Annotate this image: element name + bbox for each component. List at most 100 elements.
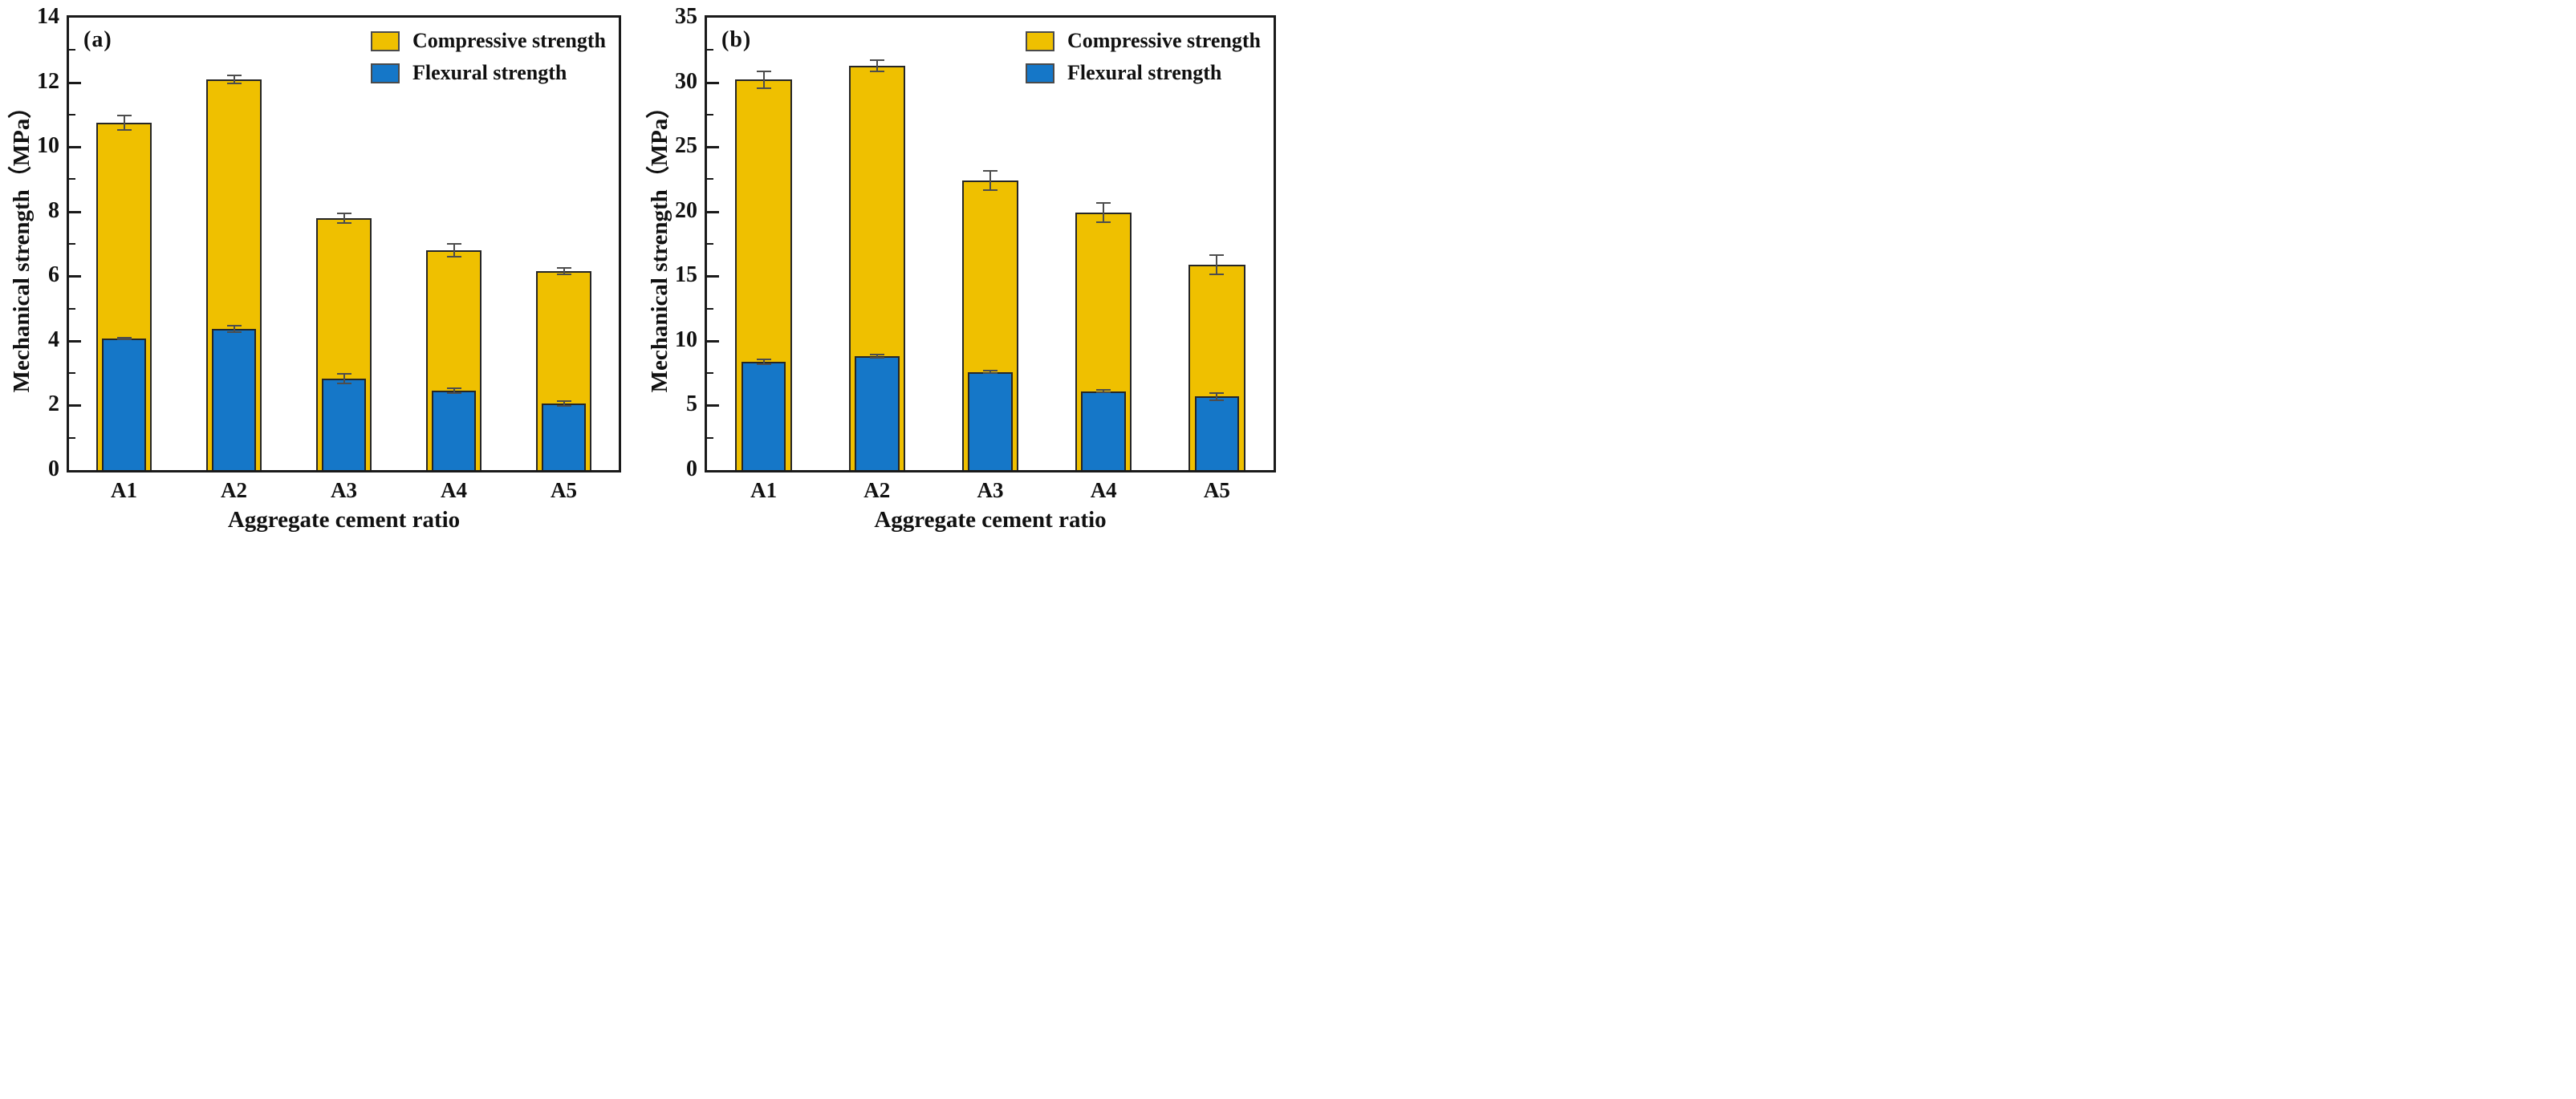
error-bar-cap [336,212,351,214]
error-bar-flexural-a1 [116,337,132,341]
error-bar-flexural-a4 [1096,389,1111,394]
error-bar-line [1103,202,1105,224]
y-tick-label: 0 [48,456,59,481]
error-bar-cap [446,392,461,395]
error-bar-cap [226,82,242,84]
error-bar-line [343,212,345,225]
error-bar-line [1216,253,1218,275]
error-bar-line [563,267,565,276]
bar-flexural-a5 [542,404,586,470]
error-bar-cap [336,222,351,225]
error-bar-cap [1209,273,1225,275]
x-axis-title-a: Aggregate cement ratio [227,507,461,533]
error-bar-compressive-a2 [869,59,884,72]
error-bar-line [1216,391,1218,401]
error-bar-flexural-a5 [556,400,571,408]
error-bar-line [1103,389,1105,394]
x-category-label: A3 [331,478,357,502]
legend-label: Flexural strength [412,61,567,84]
error-bar-flexural-a3 [336,373,351,384]
y-minor-tick [69,307,75,310]
error-bar-line [876,353,878,359]
error-bar-cap [983,189,997,191]
y-major-tick [69,404,81,408]
x-category-label: A1 [750,478,778,502]
error-bar-flexural-a2 [226,325,242,333]
bar-flexural-a1 [102,339,146,470]
error-bar-cap [869,59,884,61]
y-major-tick [707,275,719,278]
x-category-label: A2 [863,478,891,502]
x-category-label: A2 [221,478,247,502]
y-tick-label: 12 [37,68,59,94]
error-bar-flexural-a4 [446,387,461,395]
error-bar-cap [983,371,997,374]
error-bar-line [453,387,455,395]
y-major-tick [707,81,719,84]
error-bar-compressive-a4 [1096,202,1111,224]
error-bar-line [123,337,125,341]
y-tick-label: 15 [675,262,697,288]
y-axis-title-a: Mechanical strength（MPa） [9,95,35,393]
error-bar-line [563,400,565,408]
error-bar-cap [116,337,132,339]
y-minor-tick [69,178,75,180]
error-bar-line [233,74,235,84]
error-bar-flexural-a2 [869,353,884,359]
error-bar-cap [446,387,461,390]
legend-row: Compressive strength [371,29,606,53]
legend-label: Flexural strength [1067,61,1222,84]
error-bar-cap [1096,202,1111,205]
y-minor-tick [707,436,713,439]
y-tick-label: 25 [675,133,697,159]
y-major-tick [69,146,81,149]
x-category-label: A4 [441,478,467,502]
y-minor-tick [707,178,713,180]
y-tick-label: 4 [48,326,59,352]
dual-bar-chart-figure: Mechanical strength（MPa） (a) Compressive… [0,0,1288,550]
error-bar-cap [756,358,771,360]
error-bar-flexural-a5 [1209,391,1225,401]
error-bar-cap [116,339,132,341]
error-bar-compressive-a1 [116,114,132,131]
legend-b: Compressive strength Flexural strength [1026,29,1261,85]
legend-label: Compressive strength [412,29,606,52]
error-bar-line [233,325,235,333]
plot-area-b: (b) Compressive strength Flexural strengt… [675,5,1276,501]
error-bar-compressive-a5 [1209,253,1225,275]
error-bar-cap [1096,389,1111,391]
error-bar-compressive-a3 [336,212,351,225]
error-bar-cap [556,274,571,276]
bar-flexural-a4 [1081,391,1127,470]
legend-row: Flexural strength [371,61,606,85]
error-bar-line [989,170,991,191]
error-bar-compressive-a2 [226,74,242,84]
y-minor-tick [707,307,713,310]
y-major-tick [69,275,81,278]
panel-label-a: (a) [83,27,112,52]
y-major-tick [707,146,719,149]
error-bar-line [876,59,878,72]
y-major-tick [69,81,81,84]
plot-area-a: (a) Compressive strength Flexural strengt… [37,5,621,501]
x-category-label: A5 [551,478,577,502]
legend-swatch-icon [371,63,400,83]
error-bar-cap [226,74,242,76]
error-bar-cap [446,243,461,245]
y-tick-label: 10 [675,326,697,352]
legend-row: Flexural strength [1026,61,1261,85]
error-bar-cap [983,370,997,372]
legend-swatch-icon [1026,30,1055,51]
error-bar-cap [869,353,884,355]
x-category-label: A5 [1203,478,1230,502]
y-tick-label: 0 [686,456,697,481]
y-minor-tick [707,372,713,375]
error-bar-cap [869,357,884,359]
error-bar-cap [556,267,571,270]
y-minor-tick [69,243,75,245]
y-tick-label: 10 [37,133,59,159]
y-major-tick [707,210,719,213]
legend-row: Compressive strength [1026,29,1261,53]
error-bar-line [343,373,345,384]
y-minor-tick [707,243,713,245]
